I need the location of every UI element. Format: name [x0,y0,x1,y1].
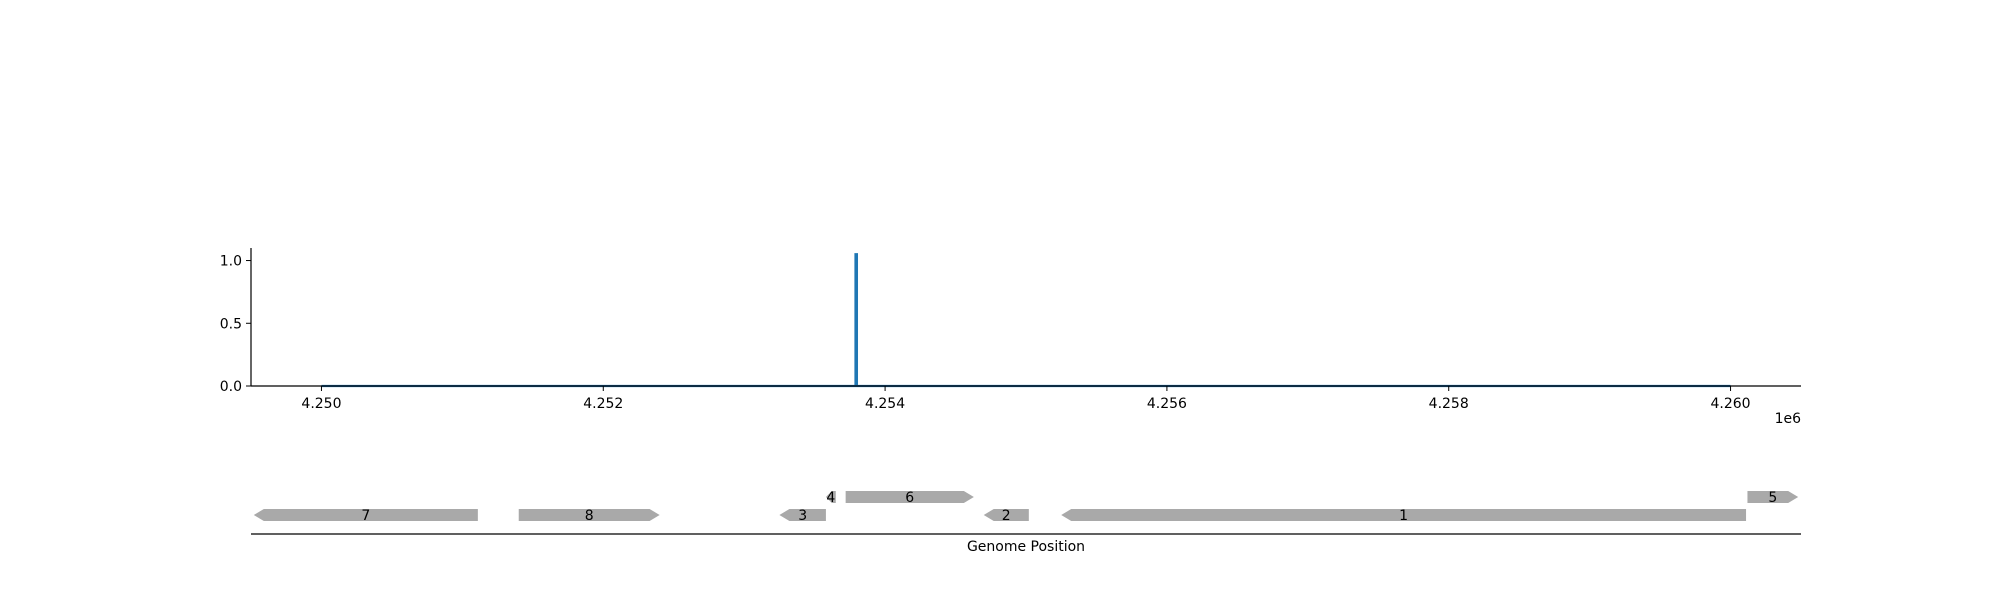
gene-feature-2: 2 [983,508,1029,524]
gene-label: 1 [1399,508,1408,524]
gene-track: 7 8 3 4 6 2 1 5 Genome Position [251,490,1801,555]
gene-feature-8: 8 [518,508,660,524]
gene-feature-6: 6 [845,490,974,506]
gene-track-xlabel: Genome Position [967,539,1085,555]
x-offset-label: 1e6 [1775,411,1802,427]
x-tick-label: 4.260 [1710,396,1750,412]
gene-arrow [253,509,478,521]
coverage-y-ticks: 0.0 0.5 1.0 [220,254,251,395]
y-tick-label: 0.5 [220,316,242,332]
gene-arrow [779,509,826,521]
gene-feature-4: 4 [825,490,836,506]
gene-label: 4 [826,490,835,506]
y-tick-label: 1.0 [220,254,242,270]
gene-arrow [845,491,974,503]
gene-label: 5 [1768,490,1777,506]
x-tick-label: 4.256 [1147,396,1187,412]
x-tick-label: 4.254 [865,396,905,412]
gene-features-layer: 7 8 3 4 6 2 1 5 [253,490,1799,524]
coverage-x-ticks: 4.250 4.252 4.254 4.256 4.258 4.260 [301,386,1751,412]
gene-feature-7: 7 [253,508,478,524]
x-tick-label: 4.258 [1429,396,1469,412]
gene-feature-5: 5 [1747,490,1799,506]
gene-arrow [983,509,1029,521]
gene-arrow [825,491,836,503]
gene-feature-1: 1 [1061,508,1747,524]
gene-label: 6 [905,490,914,506]
gene-label: 2 [1002,508,1011,524]
gene-arrow [518,509,660,521]
x-tick-label: 4.250 [301,396,341,412]
gene-arrow [1061,509,1747,521]
y-tick-label: 0.0 [220,379,242,395]
coverage-plot: 4.250 4.252 4.254 4.256 4.258 4.260 0.0 0.5 1.0… [220,248,1801,427]
x-tick-label: 4.252 [583,396,623,412]
gene-label: 3 [798,508,807,524]
gene-label: 7 [361,508,370,524]
gene-feature-3: 3 [779,508,826,524]
gene-arrow [1747,491,1799,503]
gene-label: 8 [585,508,594,524]
